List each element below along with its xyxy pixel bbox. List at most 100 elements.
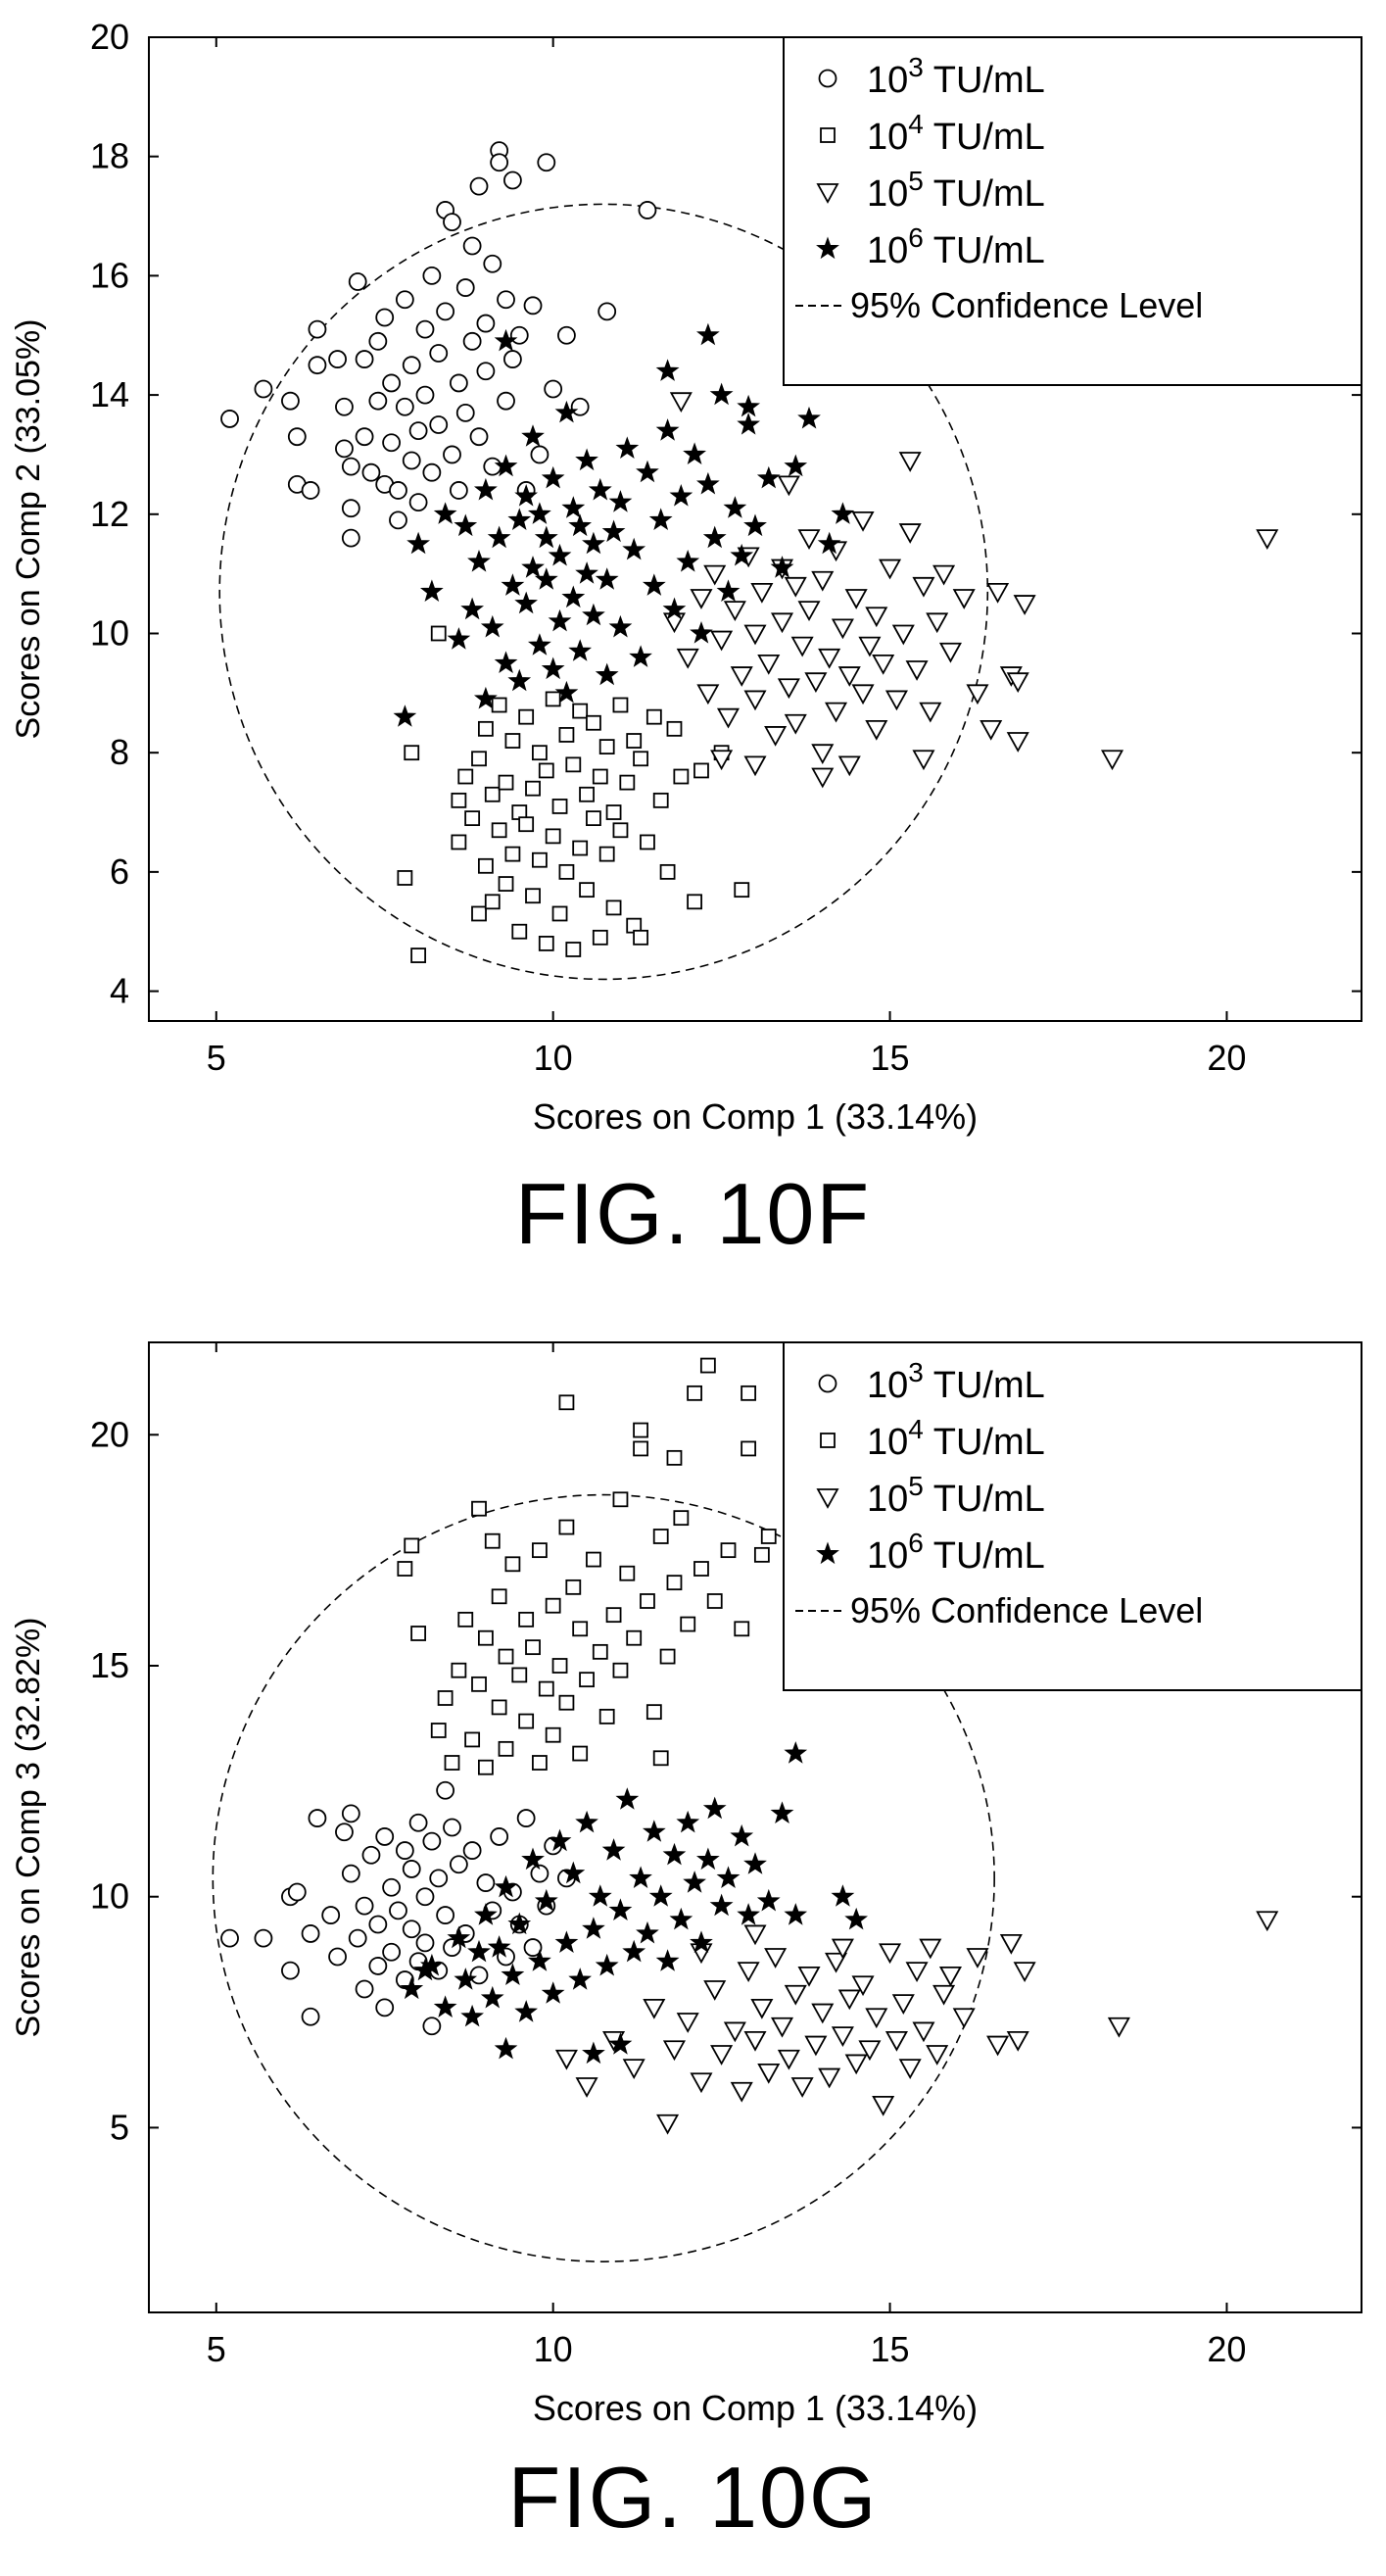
data-point (422, 462, 442, 482)
legend: 103 TU/mL 104 TU/mL 105 TU/mL 106 TU/mL 95% … (783, 36, 1362, 386)
data-point (837, 1989, 861, 2011)
legend-marker-triangle-down (816, 183, 839, 204)
data-point (702, 525, 727, 549)
data-point (400, 1976, 424, 2000)
data-point (467, 550, 491, 572)
data-point (548, 608, 572, 632)
data-point (811, 767, 835, 789)
data-point (912, 750, 935, 771)
data-point (673, 1510, 690, 1527)
y-tick-label: 5 (110, 2107, 129, 2147)
data-point (797, 601, 821, 621)
data-point (504, 733, 521, 749)
data-point (503, 350, 522, 368)
data-point (462, 331, 482, 351)
data-point (582, 531, 605, 555)
data-point (341, 1804, 360, 1823)
data-point (690, 589, 713, 609)
data-point (504, 846, 521, 862)
data-point (640, 1593, 655, 1609)
data-point (770, 556, 794, 578)
legend-label: 105 TU/mL (867, 1471, 1045, 1520)
data-point (348, 272, 367, 291)
data-point (743, 513, 767, 537)
data-point (579, 882, 595, 899)
data-point (734, 1621, 750, 1637)
data-point (447, 627, 471, 650)
data-point (561, 1861, 586, 1884)
data-point (608, 1898, 633, 1921)
data-point (1100, 750, 1124, 771)
data-point (477, 720, 494, 737)
y-tick-label: 14 (90, 374, 129, 414)
data-point (415, 385, 435, 405)
data-point (797, 1966, 821, 1987)
data-point (395, 290, 414, 310)
data-point (497, 391, 515, 411)
data-point (669, 484, 693, 507)
data-point (655, 359, 680, 381)
data-point (734, 882, 750, 899)
series-circle (220, 141, 657, 548)
data-point (662, 597, 687, 620)
data-point (471, 751, 487, 767)
data-point (673, 768, 690, 785)
data-point (532, 1542, 548, 1559)
legend-label: 95% Confidence Level (850, 1590, 1203, 1630)
data-point (554, 2049, 578, 2070)
data-point (422, 1831, 442, 1851)
data-point (565, 1579, 582, 1595)
data-point (561, 585, 586, 608)
data-point (693, 762, 709, 779)
data-point (328, 1947, 347, 1967)
data-point (598, 1708, 615, 1725)
data-point (523, 1938, 543, 1957)
data-point (642, 573, 666, 596)
series-square (397, 1357, 804, 1775)
data-point (308, 1809, 327, 1827)
data-point (912, 576, 935, 598)
data-point (608, 614, 633, 638)
data-point (615, 436, 640, 459)
series-star (393, 322, 855, 727)
data-point (912, 2021, 935, 2043)
data-point (469, 427, 489, 447)
data-point (541, 465, 565, 489)
data-point (419, 579, 444, 603)
data-point (702, 1796, 727, 1820)
data-point (501, 573, 525, 596)
data-point (1013, 595, 1036, 615)
data-point (710, 630, 734, 652)
legend: 103 TU/mL 104 TU/mL 105 TU/mL 106 TU/mL 95% … (783, 1341, 1362, 1691)
data-point (652, 1529, 669, 1544)
y-tick-label: 10 (90, 1876, 129, 1917)
data-point (818, 648, 841, 669)
data-point (709, 382, 734, 406)
data-point (865, 607, 888, 628)
data-point (710, 750, 734, 771)
data-point (656, 2114, 680, 2135)
data-point (544, 379, 563, 399)
data-point (655, 418, 680, 441)
data-point (523, 296, 543, 316)
data-point (527, 633, 551, 656)
data-point (518, 816, 535, 833)
data-point (455, 403, 475, 422)
data-point (471, 905, 487, 922)
data-point (709, 1893, 734, 1917)
x-tick-label: 15 (871, 2329, 910, 2369)
data-point (790, 636, 814, 657)
data-point (335, 1823, 354, 1842)
x-axis-label: Scores on Comp 1 (33.14%) (533, 2388, 978, 2428)
data-point (437, 1690, 454, 1706)
data-point (410, 948, 427, 963)
x-tick-label: 10 (534, 2329, 573, 2369)
data-point (730, 666, 753, 687)
data-point (622, 2059, 645, 2079)
data-point (484, 786, 501, 802)
data-point (527, 1949, 551, 1971)
data-point (926, 2045, 949, 2066)
data-point (608, 490, 633, 512)
data-point (743, 624, 767, 646)
data-point (696, 471, 720, 495)
